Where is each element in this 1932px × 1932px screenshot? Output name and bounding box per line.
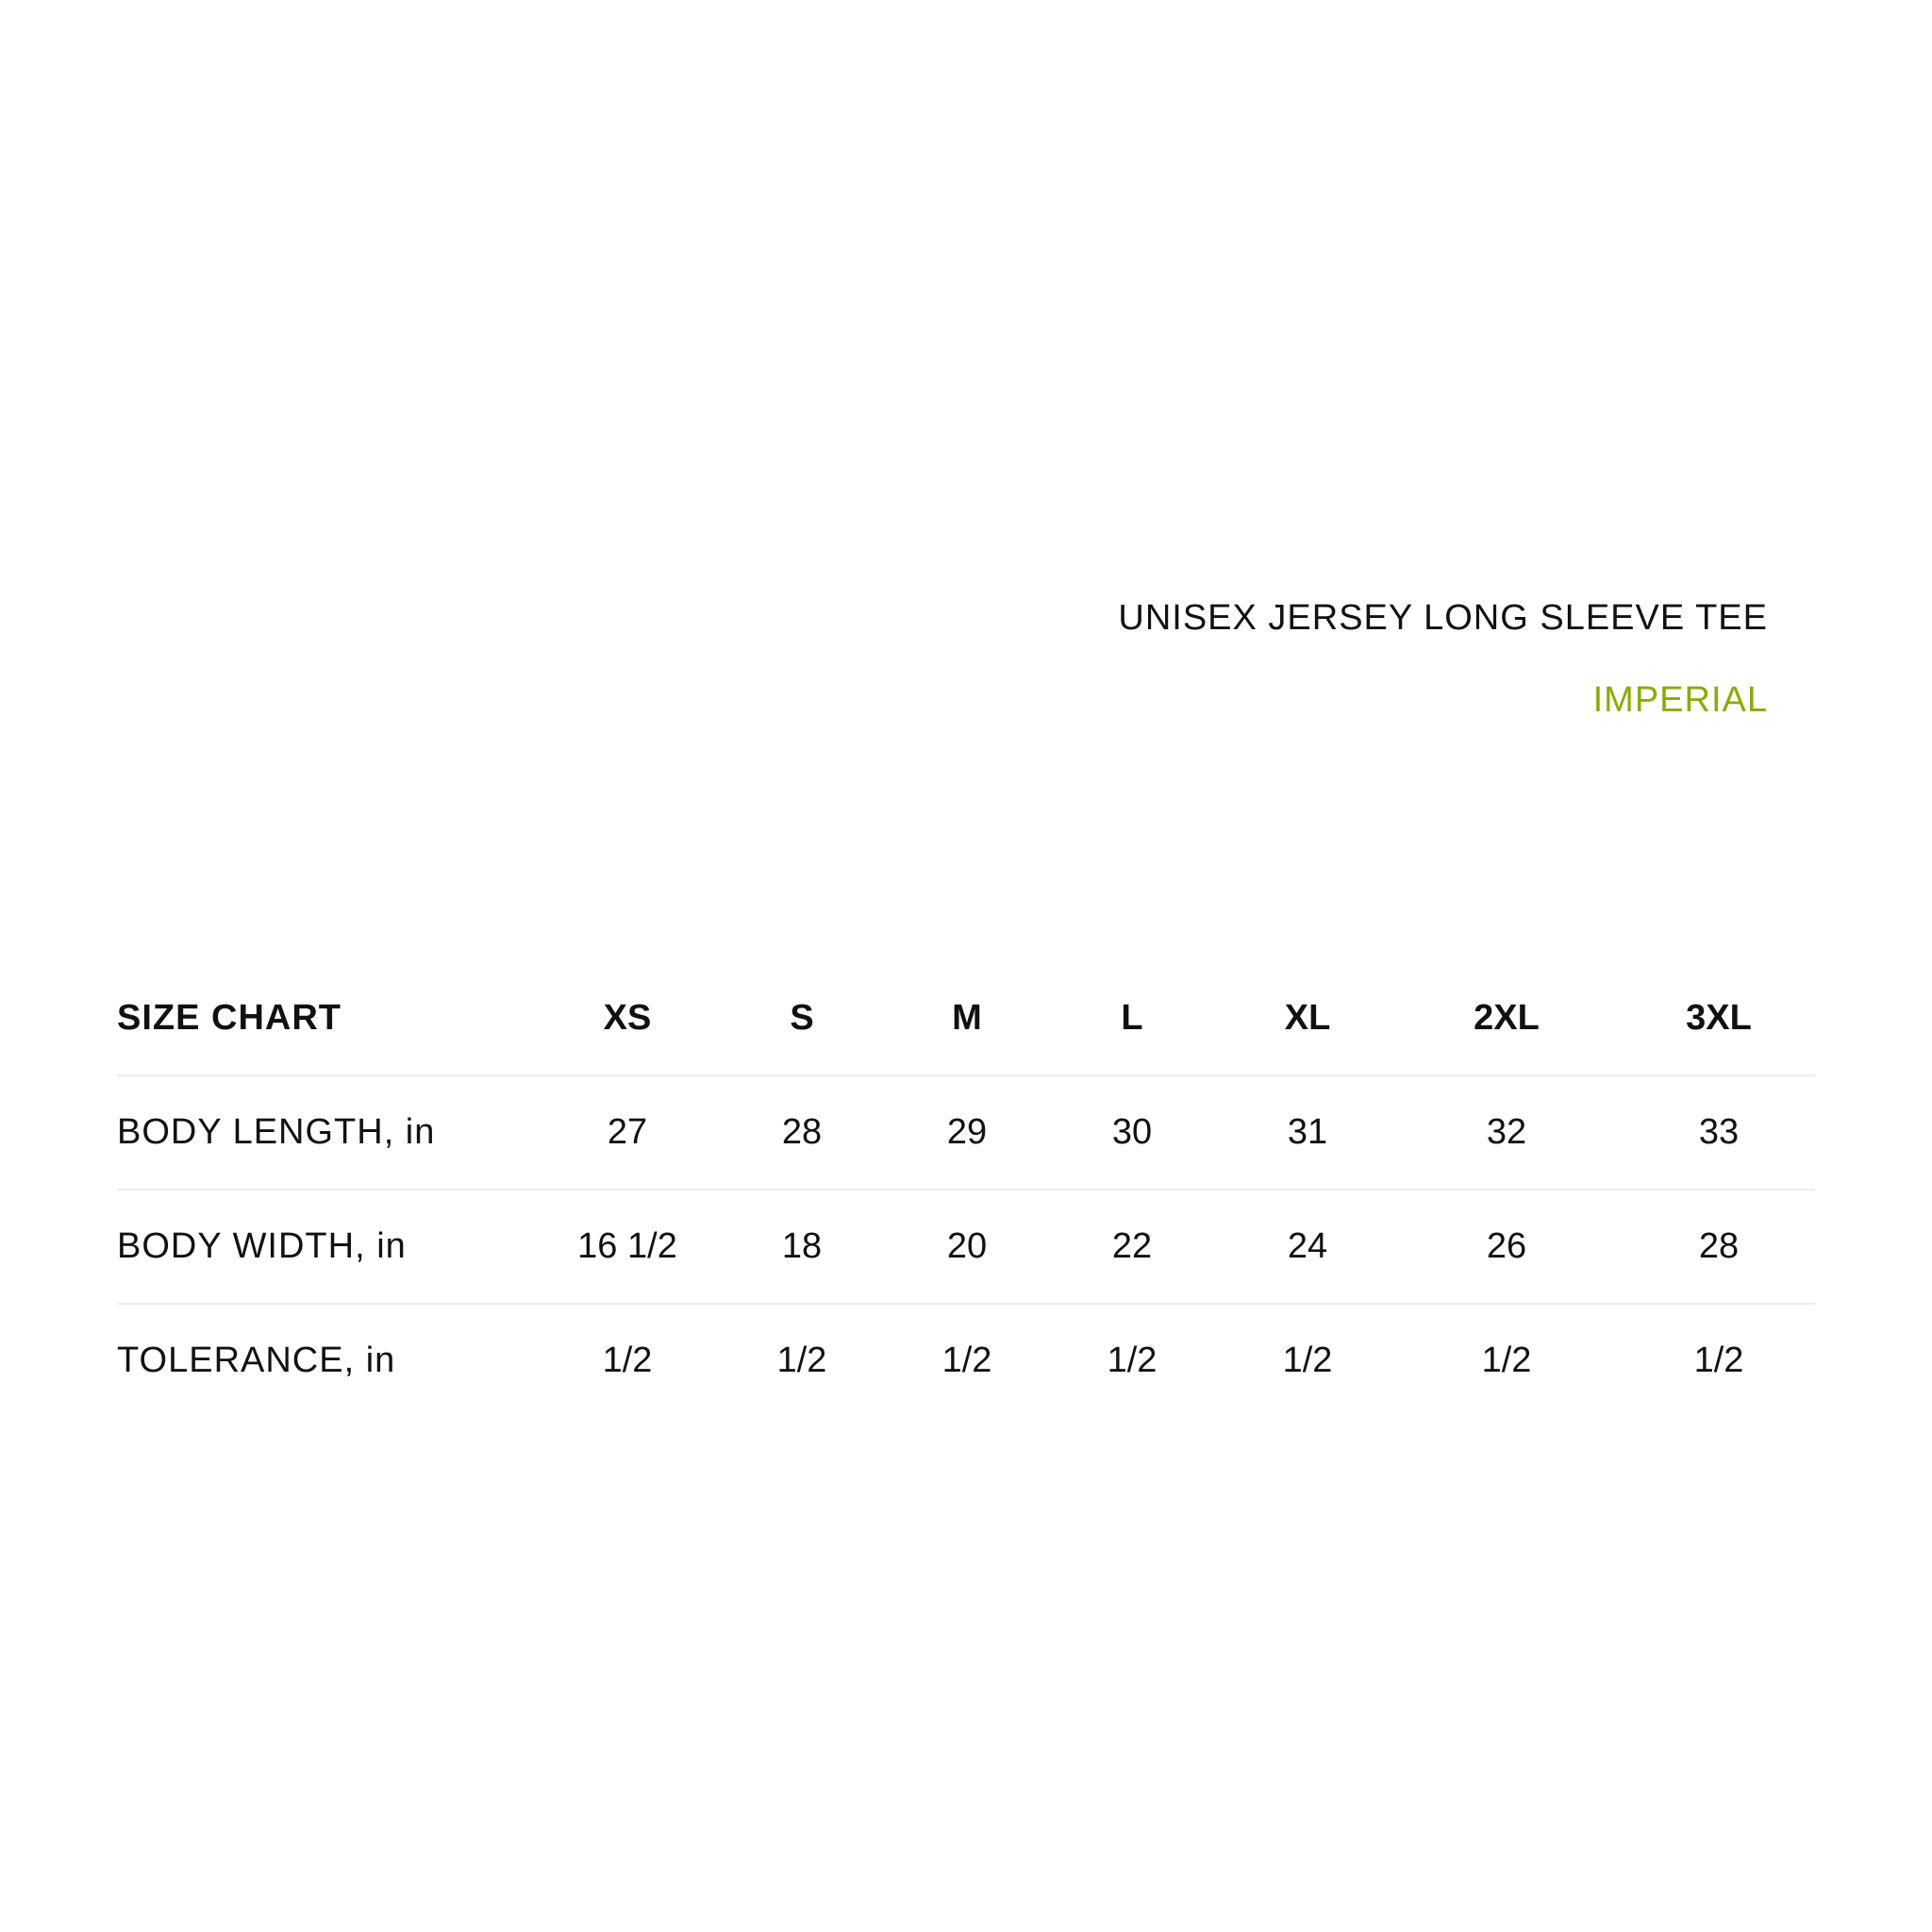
row-label: TOLERANCE, in — [117, 1341, 396, 1380]
table-cell: 27 — [607, 1112, 648, 1152]
table-cell: 33 — [1698, 1112, 1740, 1152]
table-cell: 26 — [1486, 1226, 1527, 1266]
table-row: TOLERANCE, in 1/2 1/2 1/2 1/2 1/2 1/2 1/2 — [117, 1304, 1815, 1417]
table-cell: 1/2 — [1693, 1341, 1744, 1380]
product-title: UNISEX JERSEY LONG SLEEVE TEE — [1118, 598, 1768, 638]
size-header: S — [790, 998, 814, 1038]
table-cell: 1/2 — [1282, 1341, 1333, 1380]
table-cell: 1/2 — [941, 1341, 992, 1380]
table-cell: 24 — [1287, 1226, 1328, 1266]
table-cell: 22 — [1111, 1226, 1153, 1266]
table-header-row: SIZE CHART XS S M L XL 2XL 3XL — [117, 961, 1815, 1076]
table-row: BODY LENGTH, in 27 28 29 30 31 32 33 — [117, 1075, 1815, 1191]
table-row: BODY WIDTH, in 16 1/2 18 20 22 24 26 28 — [117, 1190, 1815, 1305]
size-header: 2XL — [1474, 998, 1540, 1038]
table-cell: 28 — [781, 1112, 823, 1152]
size-header: 3XL — [1686, 998, 1752, 1038]
table-cell: 1/2 — [1107, 1341, 1158, 1380]
table-header-label: SIZE CHART — [117, 998, 341, 1038]
table-cell: 18 — [781, 1226, 823, 1266]
table-cell: 1/2 — [602, 1341, 653, 1380]
table-cell: 30 — [1111, 1112, 1153, 1152]
table-cell: 32 — [1486, 1112, 1527, 1152]
size-header: XS — [603, 998, 652, 1038]
table-cell: 1/2 — [1481, 1341, 1532, 1380]
unit-system-label: IMPERIAL — [1592, 680, 1768, 720]
table-cell: 20 — [946, 1226, 988, 1266]
table-cell: 29 — [946, 1112, 988, 1152]
table-cell: 28 — [1698, 1226, 1740, 1266]
table-cell: 31 — [1287, 1112, 1328, 1152]
row-label: BODY WIDTH, in — [117, 1226, 407, 1266]
size-header: L — [1121, 998, 1143, 1038]
row-label: BODY LENGTH, in — [117, 1112, 436, 1152]
size-header: XL — [1284, 998, 1331, 1038]
size-header: M — [952, 998, 982, 1038]
table-cell: 1/2 — [776, 1341, 827, 1380]
table-cell: 16 1/2 — [577, 1226, 677, 1266]
